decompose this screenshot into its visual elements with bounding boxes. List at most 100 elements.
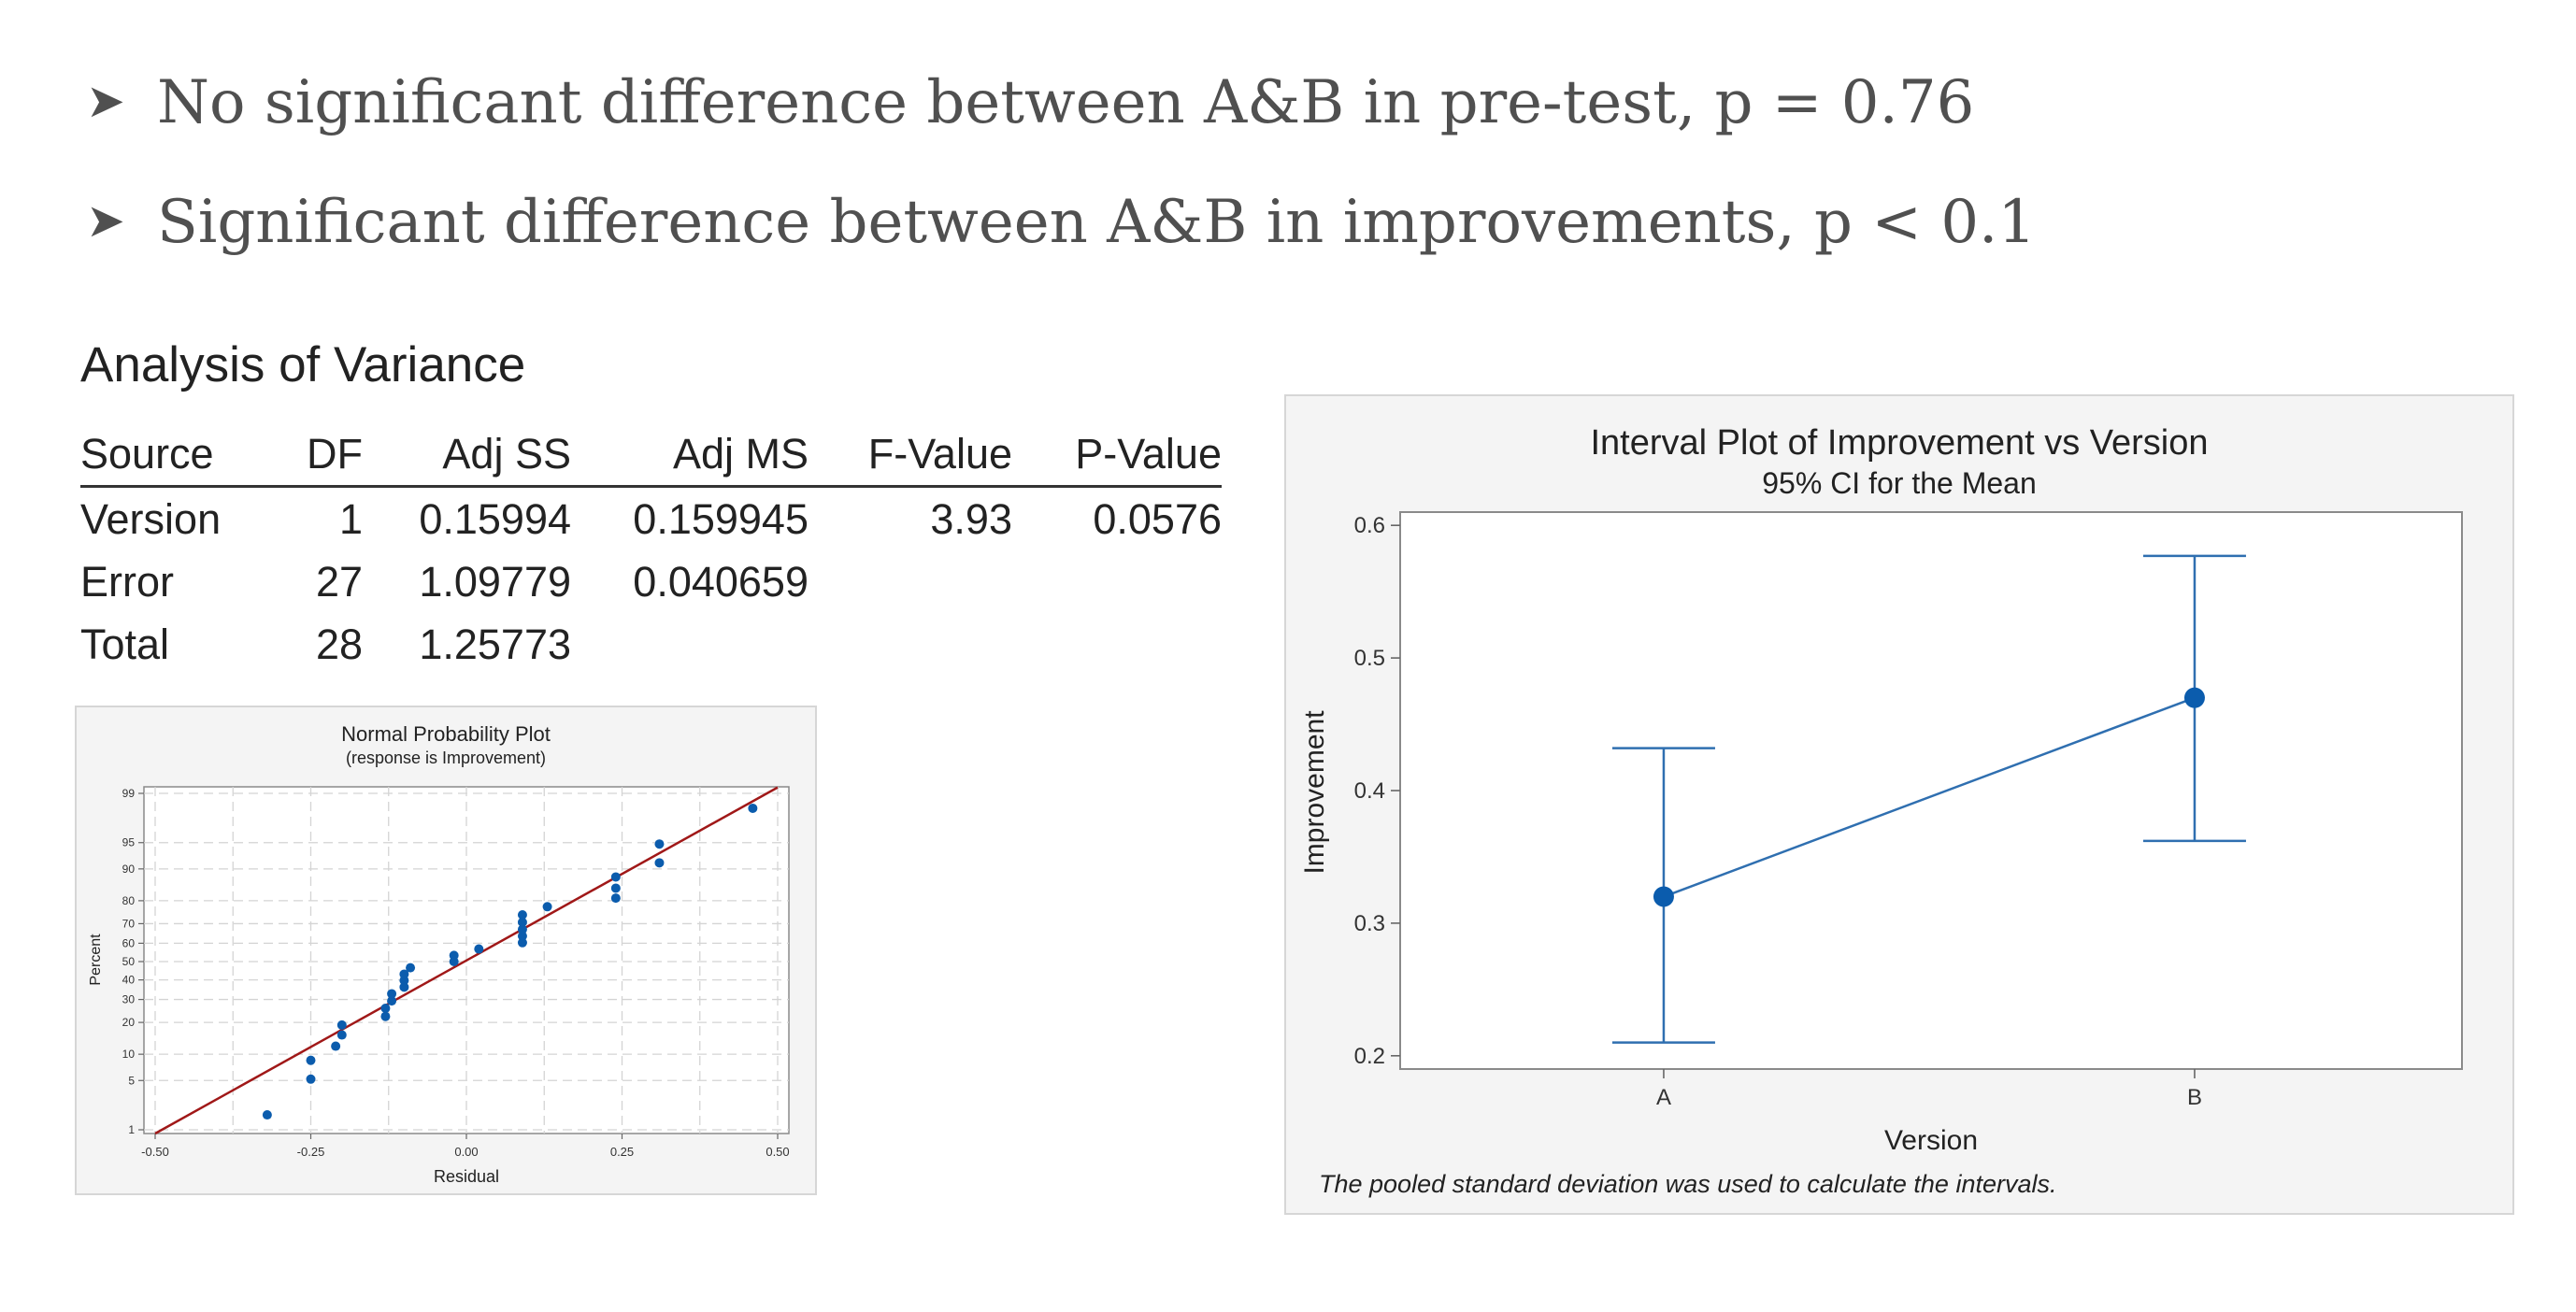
anova-title: Analysis of Variance: [80, 337, 526, 392]
cell-p-value: [1012, 550, 1222, 613]
npp-point: [542, 902, 552, 912]
cell-f-value: [809, 613, 1012, 676]
ip-mean-B: [2183, 687, 2205, 708]
npp-point: [610, 893, 621, 904]
col-adj-ms: Adj MS: [571, 422, 809, 488]
ip-ticks: 0.2 0.3 0.4 0.5 0.6 A B: [1354, 513, 2202, 1110]
npp-ytick-label: 99: [122, 787, 136, 800]
npp-xtick-label: 0.50: [766, 1145, 789, 1159]
npp-point: [517, 924, 527, 934]
ip-plot-area: [1399, 511, 2463, 1070]
npp-ytick-label: 10: [122, 1048, 136, 1061]
npp-point: [380, 1011, 391, 1021]
cell-df: 1: [338, 494, 363, 543]
npp-ytick-label: 1: [128, 1123, 135, 1136]
ip-ytick-label: 0.2: [1354, 1044, 1385, 1069]
table-row: Total 28 1.25773: [80, 613, 1222, 676]
ip-subtitle: 95% CI for the Mean: [1762, 466, 2036, 500]
interval-plot-svg: Interval Plot of Improvement vs Version …: [1299, 423, 2463, 1198]
npp-point: [610, 883, 621, 893]
col-source: Source: [80, 422, 258, 488]
arrow-icon: ➤: [86, 74, 125, 128]
npp-point: [449, 950, 459, 961]
npp-ytick-label: 70: [122, 917, 136, 930]
bullet-improvements: ➤ Significant difference between A&B in i…: [86, 193, 2036, 252]
ip-xtick-label: A: [1656, 1085, 1671, 1110]
cell-adj-ms: 0.040659: [633, 557, 809, 606]
anova-table: Source DF Adj SS Adj MS F-Value P-Value …: [80, 422, 1222, 676]
cell-source: Error: [80, 557, 174, 606]
npp-point: [517, 917, 527, 927]
col-adj-ss: Adj SS: [363, 422, 571, 488]
npp-xlabel: Residual: [434, 1167, 499, 1186]
npp-ticks: -0.50 -0.25 0.00 0.25 0.50 1 5 10 20 30 40 50 60 70 80…: [122, 787, 790, 1159]
npp-point: [406, 963, 416, 973]
npp-ytick-label: 40: [122, 974, 136, 987]
interval-plot: Interval Plot of Improvement vs Version …: [1284, 394, 2514, 1215]
ip-ylabel: Improvement: [1299, 710, 1330, 875]
table-header-row: Source DF Adj SS Adj MS F-Value P-Value: [80, 422, 1222, 488]
normal-probability-plot: Normal Probability Plot (response is Imp…: [75, 706, 817, 1195]
ip-xtick-label: B: [2187, 1085, 2202, 1110]
npp-point: [262, 1110, 272, 1120]
cell-source: Version: [80, 494, 222, 543]
npp-point: [654, 858, 665, 868]
col-p-value: P-Value: [1012, 422, 1222, 488]
cell-source: Total: [80, 620, 170, 668]
bullet-text: Significant difference between A&B in im…: [157, 188, 2037, 257]
cell-f-value: 3.93: [930, 494, 1012, 543]
npp-points: [262, 803, 758, 1120]
ip-ytick-label: 0.4: [1354, 778, 1385, 804]
ip-ytick-label: 0.6: [1354, 513, 1385, 538]
npp-ylabel: Percent: [88, 934, 104, 986]
npp-ytick-label: 20: [122, 1016, 136, 1029]
npp-ytick-label: 60: [122, 936, 136, 949]
ip-xlabel: Version: [1884, 1125, 1978, 1156]
npp-point: [474, 944, 484, 954]
npp-point: [517, 931, 527, 941]
cell-adj-ss: 1.09779: [419, 557, 571, 606]
table-row: Version 1 0.15994 0.159945 3.93 0.0576: [80, 487, 1222, 551]
normal-probability-svg: Normal Probability Plot (response is Imp…: [88, 722, 790, 1186]
cell-p-value: [1012, 613, 1222, 676]
cell-p-value: 0.0576: [1093, 494, 1222, 543]
npp-fit-line: [154, 786, 779, 1135]
npp-ytick-label: 80: [122, 894, 136, 907]
cell-adj-ss: 0.15994: [419, 494, 571, 543]
bullet-text: No significant difference between A&B in…: [157, 68, 1975, 137]
ip-mean-A: [1653, 886, 1674, 907]
npp-point: [336, 1030, 347, 1040]
npp-point: [331, 1041, 341, 1051]
cell-adj-ms: [571, 613, 809, 676]
cell-df: 28: [315, 620, 363, 668]
npp-ytick-label: 90: [122, 863, 136, 876]
npp-ytick-label: 95: [122, 836, 136, 849]
npp-title: Normal Probability Plot: [341, 722, 551, 746]
npp-ytick-label: 5: [128, 1074, 135, 1087]
ip-ytick-label: 0.3: [1354, 911, 1385, 936]
npp-point: [517, 909, 527, 920]
npp-point: [399, 969, 409, 979]
npp-point: [380, 1004, 391, 1014]
table-row: Error 27 1.09779 0.040659: [80, 550, 1222, 613]
ip-title: Interval Plot of Improvement vs Version: [1590, 423, 2208, 463]
npp-xtick-label: 0.00: [454, 1145, 478, 1159]
ip-intervals: [1611, 554, 2246, 1044]
col-df: DF: [258, 422, 363, 488]
arrow-icon: ➤: [86, 193, 125, 248]
npp-xtick-label: 0.25: [610, 1145, 634, 1159]
npp-xtick-label: -0.50: [141, 1145, 169, 1159]
npp-ytick-label: 30: [122, 993, 136, 1006]
bullet-pretest: ➤ No significant difference between A&B i…: [86, 73, 1974, 133]
npp-point: [387, 989, 397, 999]
npp-point: [387, 996, 397, 1006]
npp-point: [336, 1020, 347, 1030]
cell-adj-ms: 0.159945: [633, 494, 809, 543]
ip-footnote: The pooled standard deviation was used t…: [1319, 1170, 2057, 1198]
npp-point: [306, 1074, 316, 1084]
cell-adj-ss: 1.25773: [419, 620, 571, 668]
col-f-value: F-Value: [809, 422, 1012, 488]
cell-f-value: [809, 550, 1012, 613]
npp-xtick-label: -0.25: [297, 1145, 325, 1159]
npp-point: [654, 839, 665, 849]
